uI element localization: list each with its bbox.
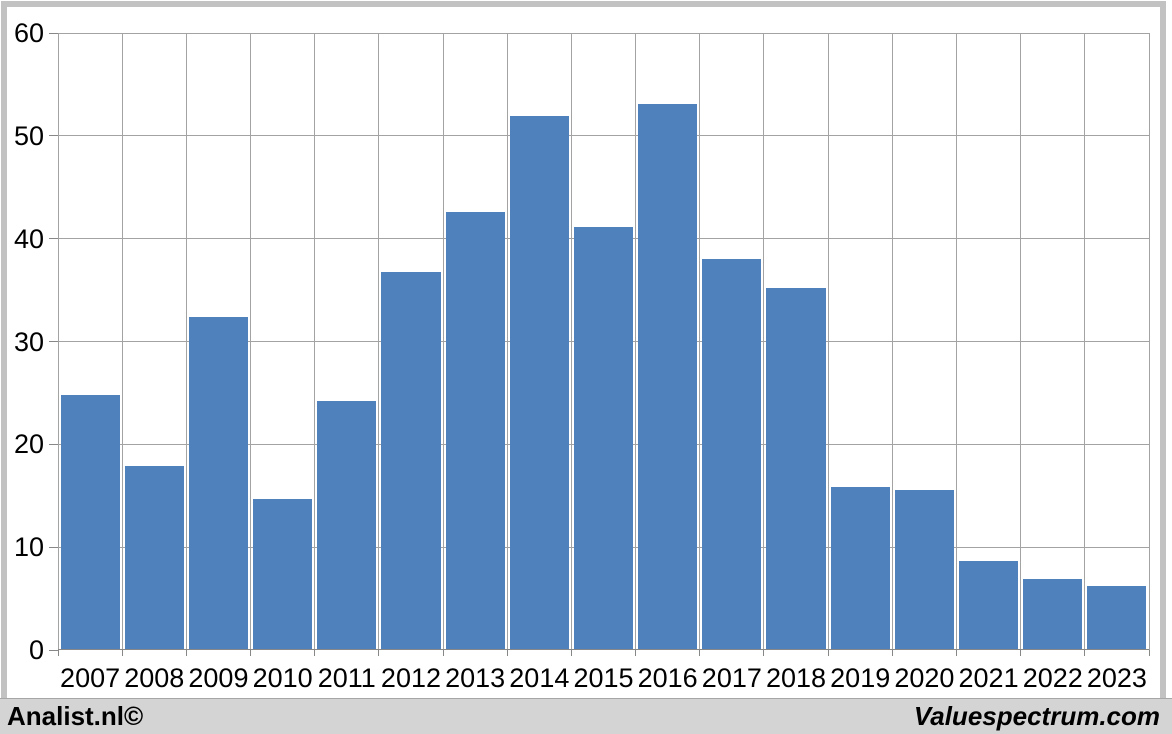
attribution-bar: Analist.nl© Valuespectrum.com [0, 698, 1172, 734]
gridline-v-12 [827, 33, 829, 650]
x-label-2014: 2014 [509, 663, 570, 693]
x-label-2021: 2021 [958, 663, 1019, 693]
x-label-2010: 2010 [252, 663, 313, 693]
x-tick-13 [891, 650, 893, 656]
analist-credit: Analist.nl© [7, 701, 144, 731]
bar-2009 [188, 316, 249, 650]
x-tick-8 [570, 650, 572, 656]
gridline-v-7 [506, 33, 508, 650]
x-label-2019: 2019 [830, 663, 891, 693]
x-label-2020: 2020 [894, 663, 955, 693]
y-tick-0 [49, 649, 58, 651]
x-tick-9 [635, 650, 637, 656]
x-tick-2 [185, 650, 187, 656]
y-tick-50 [49, 135, 58, 137]
gridline-v-14 [955, 33, 957, 650]
x-label-2007: 2007 [60, 663, 121, 693]
y-label-0: 0 [28, 635, 44, 665]
bar-2016 [638, 103, 698, 650]
y-label-60: 60 [13, 18, 44, 48]
x-tick-17 [1148, 650, 1150, 656]
gridline-v-6 [442, 33, 444, 650]
gridline-v-11 [763, 33, 765, 650]
bar-2021 [958, 560, 1019, 650]
gridline-v-0 [57, 33, 59, 650]
x-tick-6 [442, 650, 444, 656]
x-label-2015: 2015 [573, 663, 634, 693]
bar-2018 [766, 288, 826, 650]
gridline-h-60 [58, 32, 1149, 34]
gridline-v-16 [1084, 33, 1086, 650]
y-label-40: 40 [13, 223, 44, 254]
valuespectrum-credit: Valuespectrum.com [913, 701, 1160, 731]
gridline-h-50 [58, 135, 1149, 137]
gridline-v-8 [570, 33, 572, 650]
gridline-v-1 [121, 33, 123, 650]
bar-2008 [124, 465, 184, 650]
y-label-30: 30 [13, 326, 44, 357]
x-tick-4 [314, 650, 316, 656]
y-label-10: 10 [13, 532, 44, 563]
bar-2022 [1023, 579, 1083, 650]
y-label-50: 50 [13, 120, 44, 151]
x-axis-line [58, 649, 1149, 650]
gridline-v-9 [635, 33, 637, 650]
gridline-v-17 [1148, 33, 1150, 650]
x-label-2009: 2009 [188, 663, 249, 693]
gridline-v-13 [891, 33, 893, 650]
x-tick-11 [763, 650, 765, 656]
y-tick-40 [49, 238, 58, 240]
bar-2015 [573, 227, 634, 650]
bar-2012 [381, 271, 441, 650]
x-label-2016: 2016 [637, 663, 698, 693]
x-tick-7 [506, 650, 508, 656]
x-label-2023: 2023 [1086, 663, 1147, 693]
y-tick-60 [49, 32, 58, 34]
bar-2007 [60, 394, 120, 650]
x-label-2012: 2012 [380, 663, 441, 693]
x-tick-1 [121, 650, 123, 656]
x-tick-5 [378, 650, 380, 656]
x-tick-12 [827, 650, 829, 656]
y-tick-30 [49, 341, 58, 342]
x-label-2008: 2008 [124, 663, 185, 693]
x-label-2017: 2017 [701, 663, 762, 693]
y-tick-20 [49, 443, 58, 445]
gridline-v-2 [185, 33, 187, 650]
bar-2020 [894, 489, 954, 650]
bar-2017 [702, 259, 762, 650]
bar-2014 [509, 116, 569, 650]
x-tick-0 [57, 650, 59, 656]
bar-2019 [830, 486, 890, 650]
gridline-v-3 [250, 33, 252, 650]
x-label-2013: 2013 [445, 663, 506, 693]
x-tick-10 [699, 650, 701, 656]
bar-2023 [1087, 586, 1147, 650]
x-label-2011: 2011 [317, 663, 376, 693]
gridline-v-10 [699, 33, 701, 650]
gridline-v-4 [314, 33, 316, 650]
plot-area [57, 32, 1150, 650]
gridline-v-5 [378, 33, 380, 650]
x-tick-3 [250, 650, 252, 656]
x-label-2022: 2022 [1022, 663, 1083, 693]
x-tick-14 [955, 650, 957, 656]
x-tick-15 [1020, 650, 1022, 656]
x-label-2018: 2018 [765, 663, 827, 693]
gridline-v-15 [1020, 33, 1022, 650]
y-label-20: 20 [13, 429, 44, 460]
y-tick-10 [49, 546, 58, 548]
bar-2013 [445, 211, 505, 650]
x-tick-16 [1084, 650, 1086, 656]
bar-2011 [317, 401, 377, 650]
bar-2010 [253, 498, 313, 650]
